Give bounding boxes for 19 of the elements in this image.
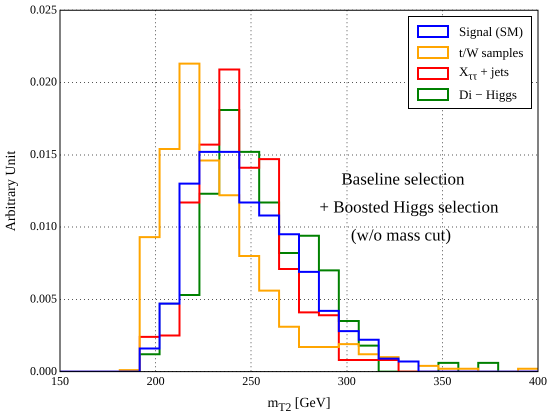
y-tick-label: 0.010	[30, 219, 57, 234]
x-axis-title: m$_{T2}$ [GeV]	[267, 396, 331, 414]
legend-label: X$_{ττ}$ + jets	[459, 64, 509, 83]
x-tick-label: 200	[146, 374, 165, 388]
annotation: Baseline selection	[341, 170, 466, 189]
y-axis-title: Arbitrary Unit	[4, 150, 20, 232]
x-tick-label: 300	[338, 374, 356, 388]
y-tick-label: 0.005	[30, 291, 57, 306]
y-tick-label: 0.025	[30, 2, 57, 16]
legend-label: t/W samples	[459, 44, 524, 61]
x-tick-label: 350	[433, 374, 452, 388]
y-tick-label: 0.015	[30, 146, 57, 161]
annotation: + Boosted Higgs selection	[319, 198, 499, 217]
y-tick-label: 0.020	[30, 74, 57, 89]
annotation: (w/o mass cut)	[350, 226, 451, 245]
x-tick-label: 400	[529, 374, 547, 388]
legend-label: Signal (SM)	[459, 24, 523, 40]
x-tick-label: 250	[242, 374, 260, 388]
legend-label: Di − Higgs	[459, 86, 517, 103]
